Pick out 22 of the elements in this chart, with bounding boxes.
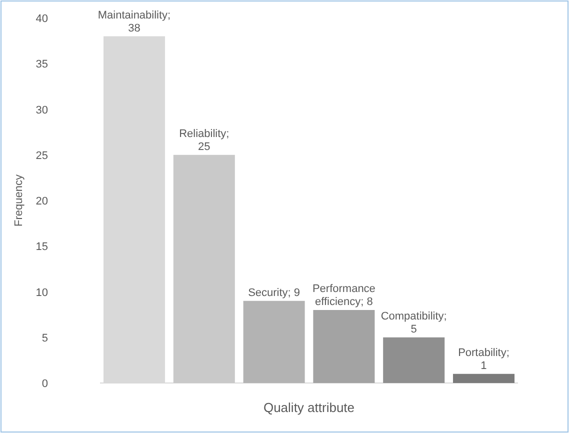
y-tick-label: 10 <box>36 286 48 299</box>
y-tick-label: 35 <box>36 58 48 71</box>
y-tick-label: 40 <box>36 13 48 25</box>
bar <box>173 154 235 383</box>
bar <box>313 310 375 383</box>
x-axis-title: Quality attribute <box>263 400 355 415</box>
data-label: Portability; 1 <box>458 346 510 372</box>
data-label: Maintainability; 38 <box>98 9 171 34</box>
y-tick-label: 0 <box>42 378 48 390</box>
data-label: Performance efficiency; 8 <box>312 283 376 308</box>
y-tick-label: 25 <box>36 150 48 162</box>
data-label: Security; 9 <box>248 286 300 299</box>
y-tick-label: 5 <box>42 332 48 344</box>
bar <box>243 300 305 383</box>
y-tick-label: 20 <box>36 196 48 208</box>
data-label: Reliability; 25 <box>179 128 230 153</box>
bar <box>383 337 445 383</box>
y-tick-label: 30 <box>36 104 48 116</box>
data-label: Compatibility; 5 <box>380 310 447 336</box>
y-axis-title: Frequency <box>13 174 25 226</box>
y-tick-label: 15 <box>36 241 48 254</box>
bar <box>452 374 515 383</box>
